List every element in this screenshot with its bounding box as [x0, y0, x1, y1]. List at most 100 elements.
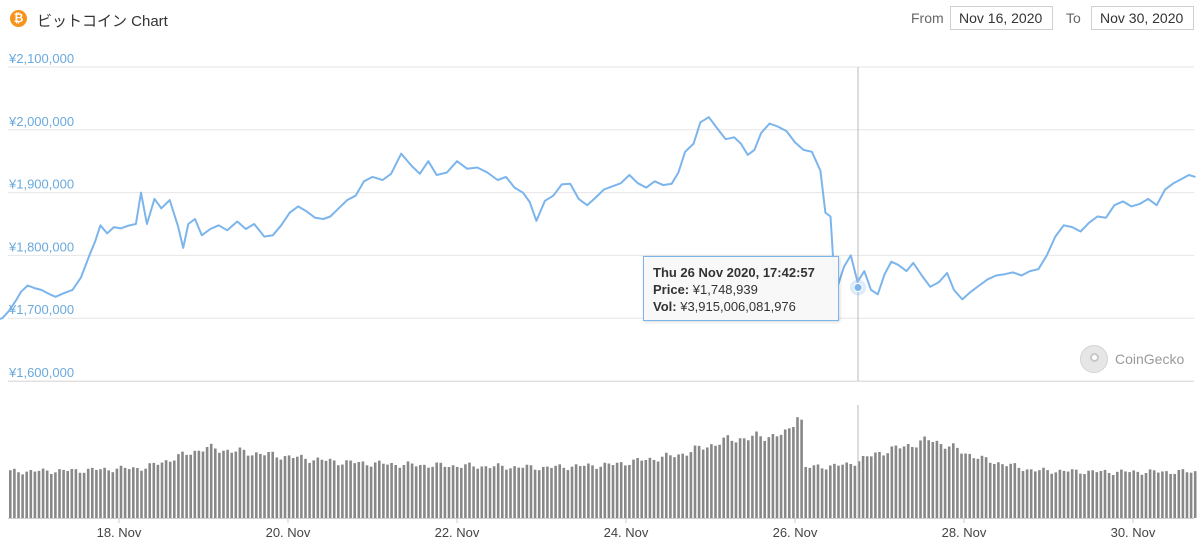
- x-tick-label: 30. Nov: [1111, 525, 1156, 540]
- volume-bar: [460, 467, 463, 518]
- volume-bar: [439, 462, 443, 518]
- volume-bar: [1165, 471, 1168, 518]
- volume-bar: [554, 465, 557, 518]
- volume-bar: [775, 436, 779, 518]
- volume-bar: [1079, 473, 1082, 518]
- volume-bar: [558, 464, 561, 518]
- volume-bar: [890, 446, 894, 518]
- volume-bar: [1066, 471, 1070, 518]
- volume-bar: [997, 462, 1000, 518]
- volume-bar: [308, 462, 311, 518]
- volume-bar: [595, 468, 598, 518]
- volume-bar: [1087, 470, 1090, 518]
- volume-bar: [529, 465, 533, 518]
- volume-bar: [185, 454, 188, 518]
- volume-bar: [845, 462, 848, 518]
- volume-bar: [870, 456, 873, 518]
- volume-bar: [943, 448, 947, 518]
- volume-bar: [54, 472, 57, 518]
- volume-bar: [509, 468, 512, 518]
- volume-bar: [640, 460, 643, 518]
- volume-bar: [423, 464, 426, 518]
- volume-bar: [952, 443, 955, 518]
- volume-bar: [1152, 470, 1156, 518]
- volume-bar: [386, 464, 389, 518]
- volume-bar: [1009, 463, 1012, 518]
- from-date-input[interactable]: Nov 16, 2020: [950, 6, 1053, 30]
- volume-bar: [82, 472, 86, 518]
- volume-bar: [402, 464, 406, 518]
- volume-bar: [250, 455, 254, 518]
- volume-bar: [1050, 473, 1053, 518]
- volume-bar: [988, 462, 992, 518]
- volume-bar: [1189, 472, 1193, 518]
- volume-bar: [771, 434, 775, 518]
- volume-bar: [238, 447, 242, 518]
- volume-bar: [1017, 467, 1021, 518]
- volume-bar: [70, 468, 74, 518]
- volume-bar: [751, 435, 754, 518]
- volume-bar: [669, 455, 672, 518]
- volume-bar: [496, 463, 500, 518]
- volume-bar: [829, 465, 832, 518]
- volume-bar: [591, 465, 594, 518]
- to-date-input[interactable]: Nov 30, 2020: [1091, 6, 1194, 30]
- y-tick-label: ¥1,900,000: [8, 177, 74, 192]
- volume-bar: [74, 469, 78, 518]
- volume-bar: [681, 453, 684, 518]
- volume-bar: [501, 465, 504, 518]
- volume-bar: [632, 459, 635, 518]
- volume-bar: [390, 463, 393, 518]
- volume-bar: [726, 435, 730, 518]
- volume-bar: [1181, 469, 1185, 518]
- volume-bar: [742, 438, 746, 518]
- volume-bar: [144, 468, 147, 518]
- volume-bar: [349, 460, 352, 518]
- volume-bar: [123, 467, 127, 518]
- volume-bar: [226, 449, 229, 518]
- volume-bar: [1124, 471, 1127, 518]
- volume-bar: [427, 467, 430, 518]
- volume-bar: [222, 450, 225, 518]
- volume-bar: [685, 455, 689, 518]
- volume-bar: [587, 463, 590, 518]
- volume-bar: [689, 452, 693, 518]
- volume-bar: [13, 468, 16, 518]
- volume-bar: [562, 467, 566, 518]
- volume-bar: [677, 454, 680, 518]
- volume-bar: [660, 456, 664, 518]
- volume-bar: [259, 453, 262, 518]
- volume-bar: [865, 456, 869, 518]
- volume-bar: [956, 447, 959, 518]
- volume-bar: [542, 466, 545, 518]
- volume-bar: [792, 427, 795, 518]
- volume-bar: [304, 458, 307, 518]
- volume-bar: [164, 460, 168, 518]
- volume-bar: [140, 470, 143, 518]
- hover-tooltip: Thu 26 Nov 2020, 17:42:57 Price: ¥1,748,…: [643, 256, 839, 321]
- volume-bar: [271, 451, 274, 518]
- volume-bar: [230, 452, 233, 518]
- volume-bar: [132, 467, 135, 518]
- volume-bar: [915, 447, 918, 518]
- volume-bar: [21, 474, 24, 518]
- volume-bar: [578, 466, 582, 518]
- volume-bar: [168, 461, 172, 518]
- volume-bar: [976, 458, 980, 518]
- volume-bar: [644, 460, 648, 518]
- volume-bar: [328, 458, 332, 518]
- x-tick-label: 18. Nov: [97, 525, 142, 540]
- volume-bar: [78, 472, 82, 518]
- volume-bar: [255, 452, 258, 518]
- volume-bar: [1185, 472, 1189, 518]
- volume-bar: [17, 472, 20, 518]
- volume-bar: [1029, 469, 1033, 518]
- volume-bar: [296, 456, 299, 518]
- volume-bar: [476, 468, 479, 518]
- volume-bar: [419, 465, 422, 518]
- volume-bar: [1140, 474, 1144, 518]
- volume-bar: [234, 451, 238, 518]
- volume-bar: [566, 470, 570, 518]
- y-tick-label: ¥2,100,000: [8, 51, 74, 66]
